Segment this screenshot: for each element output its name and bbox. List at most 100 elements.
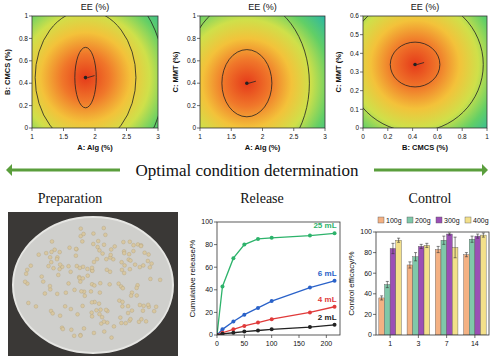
- bead: [143, 251, 147, 255]
- bead: [76, 312, 80, 316]
- photo: [8, 212, 178, 356]
- bead: [102, 320, 106, 324]
- error-cap: [465, 256, 468, 257]
- error-cap: [380, 295, 383, 296]
- bead: [90, 311, 94, 315]
- error-cap: [391, 243, 394, 244]
- y-tick: [29, 16, 32, 17]
- bead: [25, 268, 29, 272]
- error-stem: [392, 243, 393, 253]
- bead: [50, 240, 54, 244]
- arrow-head: [6, 164, 12, 176]
- y-tick: [29, 105, 32, 106]
- error-cap: [414, 252, 417, 253]
- arrow-shaft: [12, 169, 120, 172]
- bead: [147, 253, 151, 257]
- bead: [121, 300, 125, 304]
- error-bar: [380, 296, 383, 300]
- y-tick-label: 0: [24, 124, 28, 131]
- bead: [43, 292, 47, 296]
- contour-line: [75, 47, 96, 107]
- bead: [109, 248, 113, 252]
- optimum-point: [245, 81, 249, 85]
- legend-swatch: [378, 217, 384, 223]
- bead: [74, 254, 78, 258]
- bead: [90, 314, 94, 318]
- bead: [150, 262, 154, 266]
- contour-line: [200, 16, 309, 128]
- x-tick-label: 3: [323, 133, 327, 140]
- x-tick: [412, 128, 413, 131]
- data-point: [270, 236, 274, 240]
- error-cap: [437, 252, 440, 253]
- x-tick: [200, 128, 201, 131]
- y-tick-label: 0.6: [350, 12, 359, 19]
- bead: [144, 319, 148, 323]
- error-cap: [408, 268, 411, 269]
- bead: [127, 252, 131, 256]
- x-tick-label: 2: [261, 133, 265, 140]
- bead: [83, 294, 87, 298]
- bar: [379, 298, 385, 335]
- bead: [102, 243, 106, 247]
- y-tick: [197, 38, 200, 39]
- error-cap: [425, 247, 428, 248]
- bar: [384, 285, 390, 335]
- data-point: [242, 313, 246, 317]
- error-cap: [471, 236, 474, 237]
- bead: [55, 292, 59, 296]
- bead: [90, 300, 94, 304]
- bead: [69, 307, 73, 311]
- bead: [148, 277, 152, 281]
- bead: [132, 249, 136, 253]
- y-tick: [29, 38, 32, 39]
- x-tick-label: 0.2: [383, 133, 392, 140]
- y-axis-label: Cumulative release/%: [188, 240, 197, 318]
- bead: [75, 247, 79, 251]
- contour-line: [363, 16, 483, 128]
- error-cap: [442, 244, 445, 245]
- error-bar: [420, 244, 423, 248]
- plot-area: [217, 231, 337, 335]
- y-tick-label: 0.4: [350, 50, 359, 57]
- error-stem: [409, 262, 410, 268]
- bead: [48, 255, 52, 259]
- bead: [50, 250, 54, 254]
- line-chart: 25 mL6 mL4 mL2 mL02040608010005010015020…: [188, 218, 340, 347]
- bead: [110, 336, 114, 340]
- x-tick-label: 2.5: [122, 133, 131, 140]
- y-tick: [373, 335, 376, 336]
- bead: [51, 311, 55, 315]
- bar: [469, 239, 475, 335]
- bead: [78, 266, 82, 270]
- x-tick: [363, 128, 364, 131]
- bead: [108, 270, 112, 274]
- y-tick-label: 1: [192, 12, 196, 19]
- banner: Optimal condition determinationPreparati…: [6, 161, 488, 206]
- error-cap: [386, 287, 389, 288]
- bead: [86, 274, 90, 278]
- bead: [100, 315, 104, 319]
- bead: [152, 309, 156, 313]
- bead: [92, 284, 96, 288]
- series-labels: 25 mL6 mL4 mL2 mL: [313, 221, 336, 322]
- bead: [96, 239, 100, 243]
- bead: [98, 248, 102, 252]
- x-tick: [418, 335, 419, 338]
- arrow-shaft: [374, 169, 482, 172]
- bead: [138, 303, 142, 307]
- contour-line: [32, 16, 158, 128]
- bead: [92, 232, 96, 236]
- y-tick-label: 20: [364, 311, 372, 318]
- bead: [82, 232, 86, 236]
- data-point: [333, 279, 337, 283]
- bead: [141, 309, 145, 313]
- y-tick: [197, 83, 200, 84]
- error-bar: [391, 243, 394, 253]
- x-tick: [95, 128, 96, 131]
- data-point: [270, 317, 274, 321]
- bead: [141, 264, 145, 268]
- y-tick: [214, 312, 217, 313]
- y-tick: [373, 314, 376, 315]
- y-tick-label: 40: [205, 286, 213, 293]
